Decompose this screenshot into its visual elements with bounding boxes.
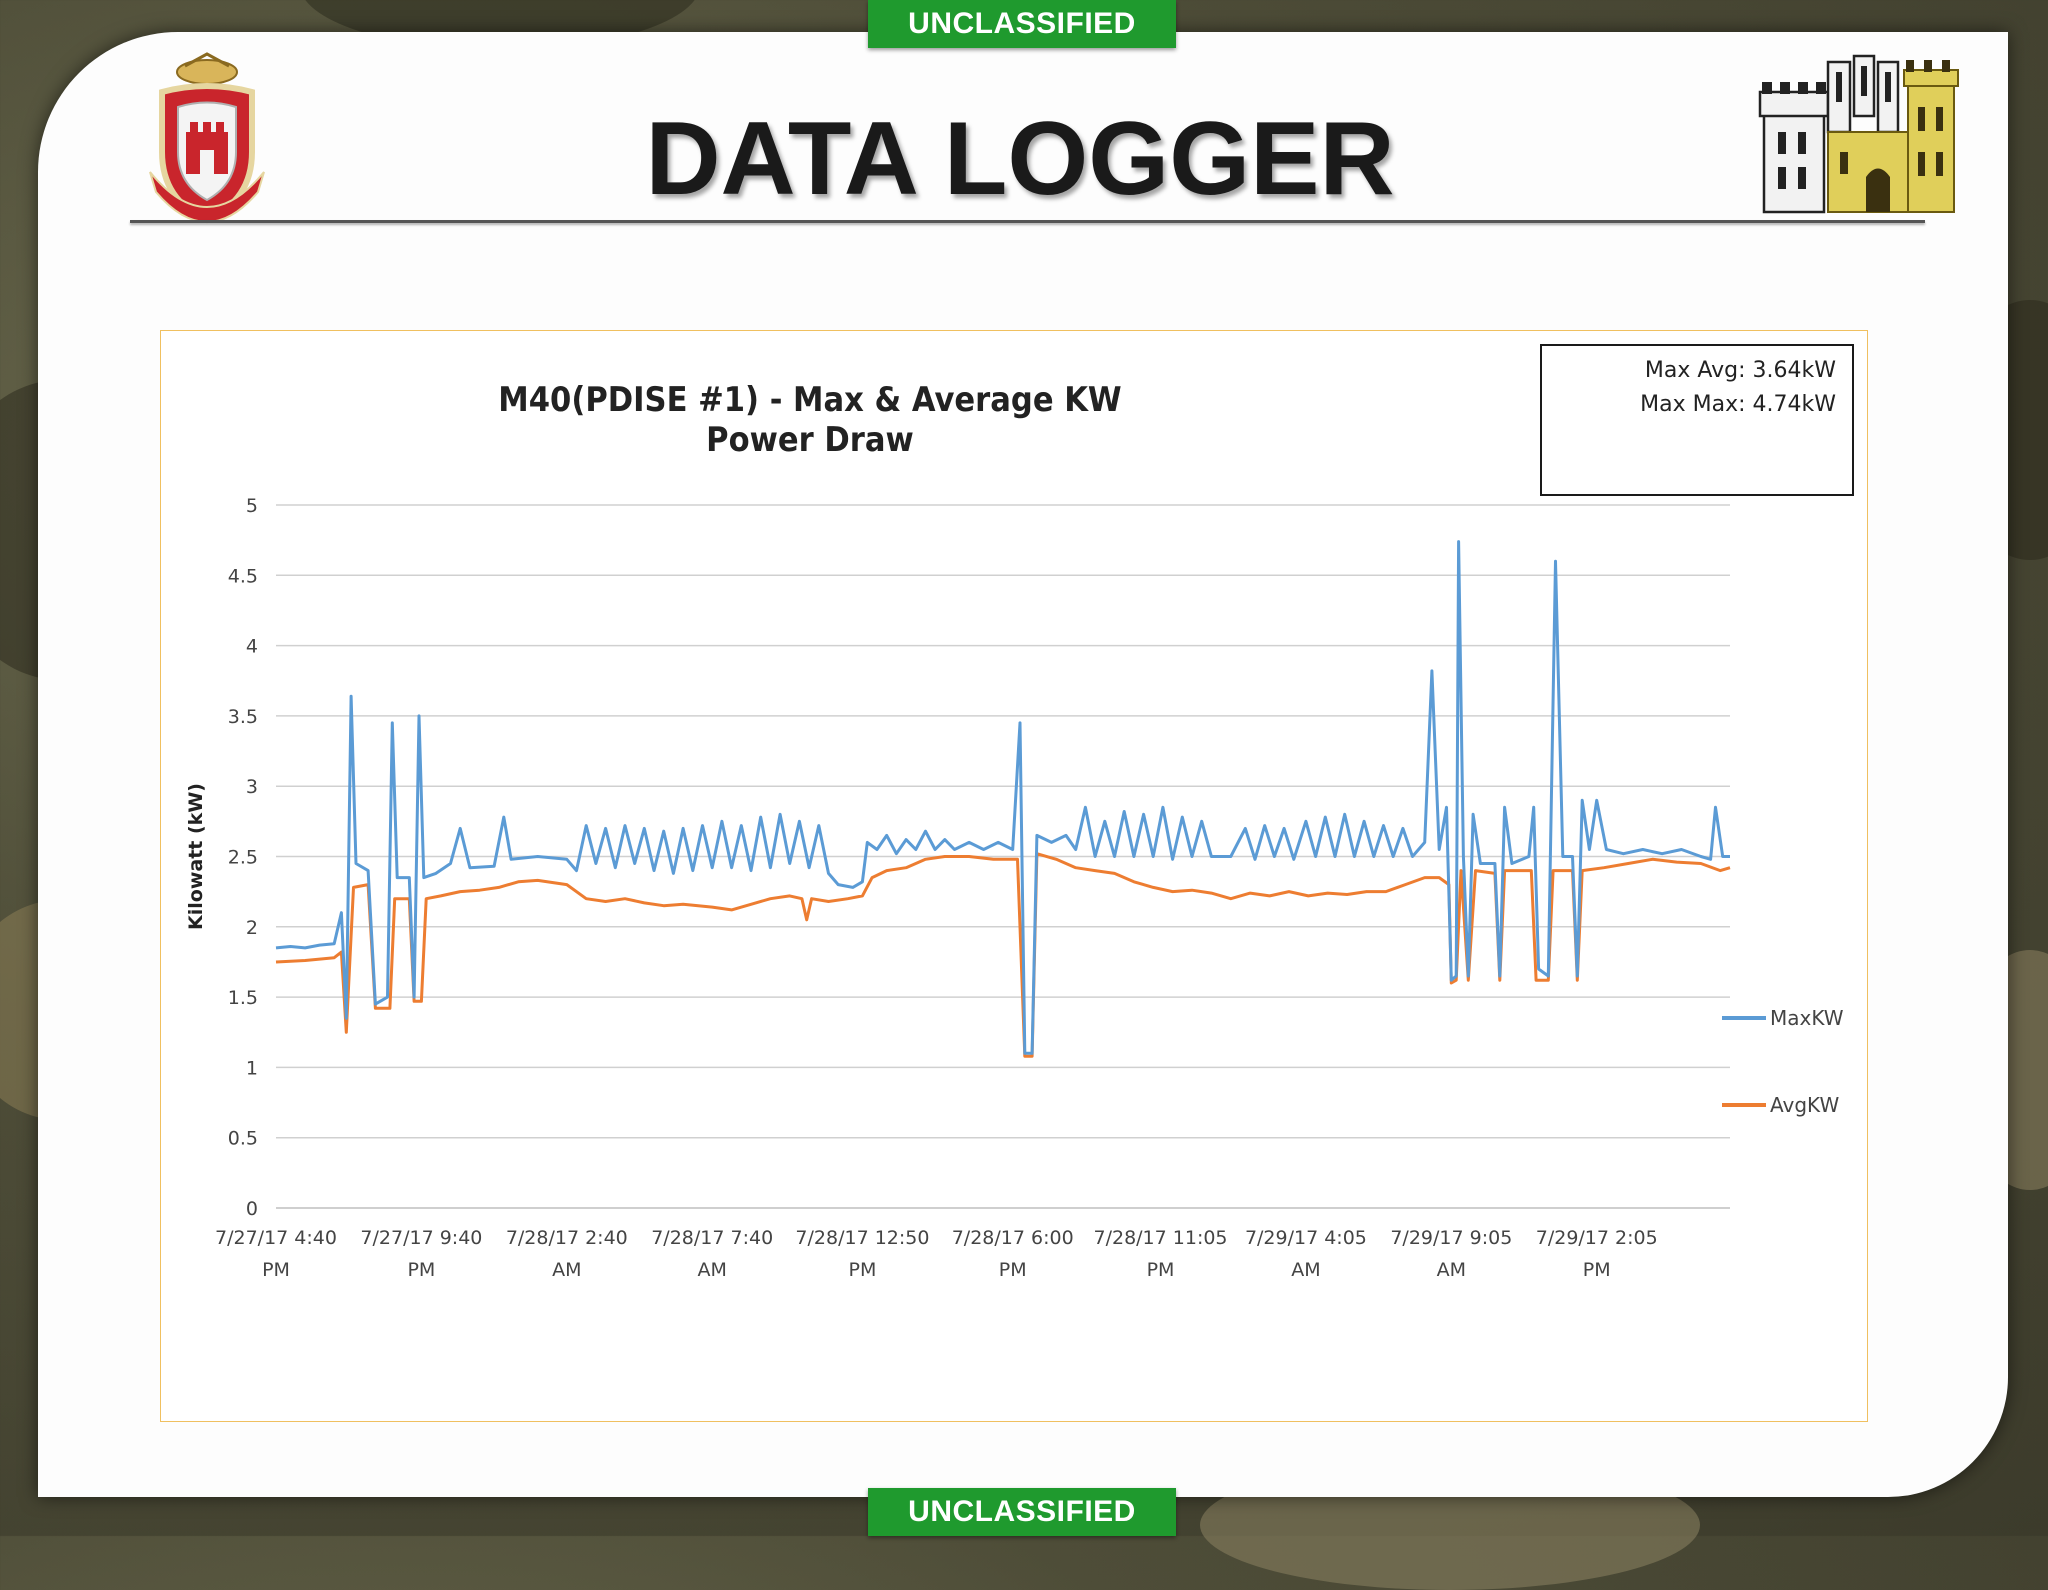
slide-title: DATA LOGGER xyxy=(645,101,1395,217)
y-tick-label: 2.5 xyxy=(228,847,258,869)
y-tick-label: 1.5 xyxy=(228,987,258,1009)
legend-swatch-maxkw xyxy=(1722,1016,1766,1020)
series-line-avgkw xyxy=(275,852,1731,1058)
legend-item-avgkw: AvgKW xyxy=(1722,1093,1839,1117)
chart-title: M40(PDISE #1) - Max & Average KW Power D… xyxy=(498,380,1122,460)
classification-banner-top: UNCLASSIFIED xyxy=(868,0,1176,48)
x-tick-label-line2: AM xyxy=(552,1259,581,1281)
x-tick-label-line2: AM xyxy=(698,1259,727,1281)
y-tick-label: 2 xyxy=(246,917,258,939)
classification-banner-bottom: UNCLASSIFIED xyxy=(868,1488,1176,1536)
x-tick-label-line2: PM xyxy=(1583,1259,1611,1281)
y-tick-label: 5 xyxy=(246,495,258,517)
y-tick-label: 1 xyxy=(246,1057,258,1079)
y-tick-label: 4 xyxy=(246,636,258,658)
legend-label-avgkw: AvgKW xyxy=(1770,1093,1840,1117)
y-tick-label: 0.5 xyxy=(228,1128,258,1150)
x-tick-label-line2: PM xyxy=(849,1259,877,1281)
regimental-crest-icon xyxy=(149,52,265,224)
y-tick-label: 3 xyxy=(246,776,258,798)
max-avg-stat: Max Avg: 3.64kW xyxy=(1644,358,1836,383)
x-tick-label: 7/28/17 7:40 xyxy=(651,1227,773,1249)
x-tick-label-line2: PM xyxy=(999,1259,1027,1281)
legend-label-maxkw: MaxKW xyxy=(1770,1006,1844,1030)
x-tick-label-line2: PM xyxy=(262,1259,290,1281)
engineer-castle-icon xyxy=(1758,54,1959,214)
x-tick-label: 7/28/17 2:40 xyxy=(506,1227,628,1249)
y-axis-label: Kilowatt (kW) xyxy=(185,783,207,930)
x-tick-label-line2: PM xyxy=(1147,1259,1175,1281)
series-line-maxkw xyxy=(275,540,1730,1055)
legend-swatch-avgkw xyxy=(1722,1103,1766,1107)
x-tick-label: 7/29/17 9:05 xyxy=(1390,1227,1512,1249)
x-tick-label: 7/28/17 12:50 xyxy=(795,1227,929,1249)
title-divider xyxy=(130,220,1925,223)
max-max-stat: Max Max: 4.74kW xyxy=(1640,392,1836,417)
stats-box: Max Avg: 3.64kW Max Max: 4.74kW xyxy=(1540,344,1854,496)
x-tick-label-line2: AM xyxy=(1291,1259,1320,1281)
y-tick-label: 3.5 xyxy=(228,706,258,728)
x-tick-label: 7/28/17 6:00 xyxy=(952,1227,1074,1249)
x-tick-label: 7/27/17 9:40 xyxy=(360,1227,482,1249)
line-chart: 0 0.5 1 1.5 2 2.5 3 3.5 4 4.5 5 7/27/17 4:40 PM 7/27/… xyxy=(185,495,1731,1281)
x-tick-label: 7/29/17 4:05 xyxy=(1245,1227,1367,1249)
x-tick-label-line2: AM xyxy=(1437,1259,1466,1281)
x-tick-label: 7/28/17 11:05 xyxy=(1093,1227,1227,1249)
legend-item-maxkw: MaxKW xyxy=(1722,1006,1844,1030)
y-tick-label: 4.5 xyxy=(228,565,258,587)
x-tick-label: 7/27/17 4:40 xyxy=(215,1227,337,1249)
x-tick-label-line2: PM xyxy=(407,1259,435,1281)
y-tick-label: 0 xyxy=(246,1198,258,1220)
x-tick-label: 7/29/17 2:05 xyxy=(1536,1227,1658,1249)
